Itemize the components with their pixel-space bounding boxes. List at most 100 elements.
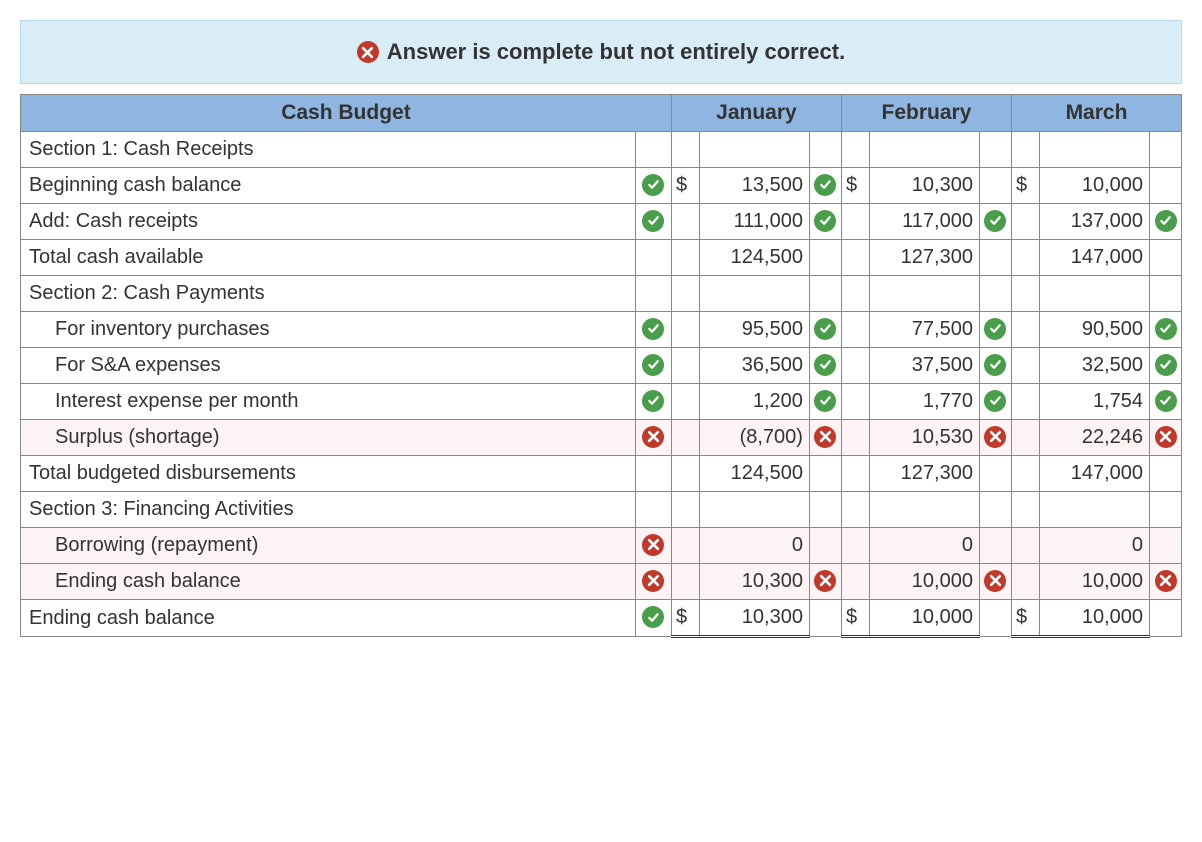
- row-label[interactable]: Ending cash balance: [21, 600, 636, 637]
- cell-value[interactable]: 111,000: [699, 204, 809, 240]
- row-label[interactable]: Ending cash balance: [21, 564, 636, 600]
- check-icon: [814, 174, 836, 196]
- currency-symbol: [1012, 564, 1040, 600]
- currency-symbol: [841, 456, 869, 492]
- currency-symbol: $: [1012, 600, 1040, 637]
- cell-status-icon: [979, 168, 1011, 204]
- cross-icon: [984, 570, 1006, 592]
- check-icon: [642, 354, 664, 376]
- cell-status-icon: [1150, 312, 1182, 348]
- cell-value[interactable]: 1,754: [1040, 384, 1150, 420]
- cell-value[interactable]: 95,500: [699, 312, 809, 348]
- cell-value[interactable]: [869, 492, 979, 528]
- cell-value[interactable]: 10,300: [699, 564, 809, 600]
- cross-icon: [984, 426, 1006, 448]
- cell-value[interactable]: [1040, 492, 1150, 528]
- table-row: Ending cash balance$10,300$10,000$10,000: [21, 600, 1182, 637]
- row-label[interactable]: Beginning cash balance: [21, 168, 636, 204]
- cell-value[interactable]: 127,300: [869, 456, 979, 492]
- row-label[interactable]: Section 1: Cash Receipts: [21, 132, 636, 168]
- cell-status-icon: [809, 456, 841, 492]
- cell-status-icon: [979, 276, 1011, 312]
- cell-value[interactable]: 0: [1040, 528, 1150, 564]
- cell-value[interactable]: [699, 276, 809, 312]
- cell-value[interactable]: 124,500: [699, 456, 809, 492]
- cell-status-icon: [1150, 600, 1182, 637]
- row-label[interactable]: For S&A expenses: [21, 348, 636, 384]
- cell-value[interactable]: 0: [869, 528, 979, 564]
- row-status-icon: [635, 348, 671, 384]
- cell-value[interactable]: 10,000: [1040, 168, 1150, 204]
- cell-value[interactable]: 10,000: [1040, 564, 1150, 600]
- cell-value[interactable]: 10,000: [869, 600, 979, 637]
- cell-value[interactable]: [699, 132, 809, 168]
- cell-value[interactable]: 10,300: [869, 168, 979, 204]
- row-status-icon: [635, 132, 671, 168]
- currency-symbol: $: [671, 168, 699, 204]
- cell-value[interactable]: 90,500: [1040, 312, 1150, 348]
- table-row: Section 2: Cash Payments: [21, 276, 1182, 312]
- cell-value[interactable]: 1,770: [869, 384, 979, 420]
- row-label[interactable]: Total cash available: [21, 240, 636, 276]
- row-label[interactable]: Add: Cash receipts: [21, 204, 636, 240]
- table-row: Ending cash balance 10,300 10,000 10,000: [21, 564, 1182, 600]
- cell-status-icon: [979, 384, 1011, 420]
- row-label[interactable]: Section 2: Cash Payments: [21, 276, 636, 312]
- cell-value[interactable]: 127,300: [869, 240, 979, 276]
- cell-value[interactable]: 37,500: [869, 348, 979, 384]
- cell-value[interactable]: 124,500: [699, 240, 809, 276]
- cell-value[interactable]: 117,000: [869, 204, 979, 240]
- cross-icon: [642, 570, 664, 592]
- cell-value[interactable]: 147,000: [1040, 240, 1150, 276]
- cell-value[interactable]: 137,000: [1040, 204, 1150, 240]
- cell-status-icon: [1150, 240, 1182, 276]
- check-icon: [642, 210, 664, 232]
- row-label[interactable]: Surplus (shortage): [21, 420, 636, 456]
- cell-value[interactable]: [869, 276, 979, 312]
- table-row: Total budgeted disbursements 124,500 127,3…: [21, 456, 1182, 492]
- currency-symbol: [671, 492, 699, 528]
- cell-value[interactable]: 1,200: [699, 384, 809, 420]
- row-label[interactable]: For inventory purchases: [21, 312, 636, 348]
- cell-value[interactable]: 13,500: [699, 168, 809, 204]
- cell-status-icon: [979, 240, 1011, 276]
- check-icon: [642, 390, 664, 412]
- currency-symbol: [671, 420, 699, 456]
- cell-value[interactable]: 10,300: [699, 600, 809, 637]
- currency-symbol: [671, 132, 699, 168]
- cell-value[interactable]: 77,500: [869, 312, 979, 348]
- row-status-icon: [635, 528, 671, 564]
- cell-status-icon: [809, 564, 841, 600]
- currency-symbol: $: [841, 600, 869, 637]
- cell-value[interactable]: 22,246: [1040, 420, 1150, 456]
- cell-status-icon: [979, 600, 1011, 637]
- cell-value[interactable]: [699, 492, 809, 528]
- cell-value[interactable]: 36,500: [699, 348, 809, 384]
- row-label[interactable]: Section 3: Financing Activities: [21, 492, 636, 528]
- check-icon: [814, 354, 836, 376]
- col-month-0: January: [671, 95, 841, 132]
- cell-value[interactable]: 10,000: [1040, 600, 1150, 637]
- cell-value[interactable]: [869, 132, 979, 168]
- cell-value[interactable]: 32,500: [1040, 348, 1150, 384]
- cell-value[interactable]: [1040, 276, 1150, 312]
- row-status-icon: [635, 420, 671, 456]
- cell-status-icon: [809, 240, 841, 276]
- cell-value[interactable]: 10,530: [869, 420, 979, 456]
- table-row: Total cash available 124,500 127,300 147,00…: [21, 240, 1182, 276]
- cell-value[interactable]: (8,700): [699, 420, 809, 456]
- row-label[interactable]: Interest expense per month: [21, 384, 636, 420]
- cell-status-icon: [1150, 204, 1182, 240]
- cell-value[interactable]: [1040, 132, 1150, 168]
- currency-symbol: [671, 276, 699, 312]
- cell-value[interactable]: 0: [699, 528, 809, 564]
- row-label[interactable]: Borrowing (repayment): [21, 528, 636, 564]
- currency-symbol: $: [671, 600, 699, 637]
- row-status-icon: [635, 276, 671, 312]
- currency-symbol: [841, 348, 869, 384]
- cell-value[interactable]: 147,000: [1040, 456, 1150, 492]
- row-status-icon: [635, 456, 671, 492]
- currency-symbol: [841, 132, 869, 168]
- cell-value[interactable]: 10,000: [869, 564, 979, 600]
- row-label[interactable]: Total budgeted disbursements: [21, 456, 636, 492]
